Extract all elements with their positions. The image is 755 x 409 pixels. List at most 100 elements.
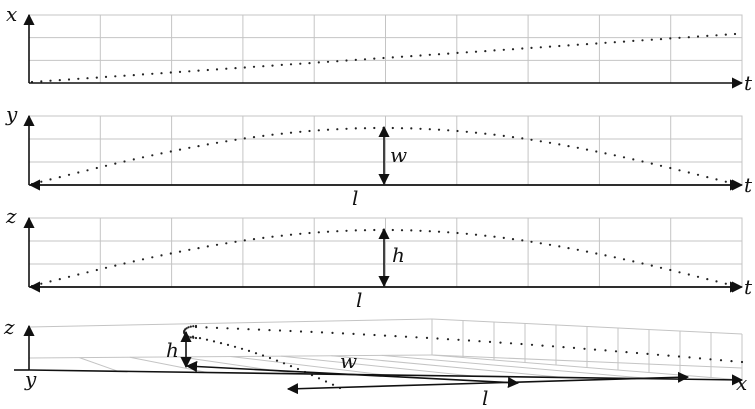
trajectory-dot [678, 169, 681, 172]
trajectory-dot-3d [509, 342, 513, 345]
trajectory-dot [206, 245, 209, 248]
trajectory-dot [715, 280, 718, 283]
trajectory-dot-3d [446, 338, 450, 341]
trajectory-dot-3d [719, 359, 723, 362]
trajectory-dot [669, 37, 672, 40]
trajectory-dot [151, 154, 154, 157]
trajectory-dot-3d [740, 360, 744, 364]
trajectory-dot-3d [383, 334, 387, 337]
floor-right-line [431, 354, 743, 369]
trajectory-dot [345, 229, 348, 232]
trajectory-dot [585, 148, 589, 151]
trajectory-dot [308, 129, 311, 133]
trajectory-dot [456, 51, 459, 55]
trajectory-dot-3d [212, 340, 216, 343]
trajectory-dot-3d [320, 331, 324, 334]
trajectory-dot [622, 156, 626, 159]
trajectory-dot [715, 178, 718, 181]
trajectory-dot [410, 127, 413, 130]
trajectory-dot [178, 148, 182, 151]
trajectory-dot [641, 262, 644, 265]
trajectory-dot [558, 44, 561, 48]
trajectory-dot [114, 162, 117, 165]
trajectory-dot-3d [275, 359, 279, 362]
trajectory-dot [687, 273, 690, 276]
trajectory-dot [502, 48, 505, 51]
trajectory-dot-3d [205, 326, 208, 329]
trajectory-dot [326, 230, 330, 233]
trajectory-dot [391, 126, 394, 130]
trajectory-dot [428, 230, 431, 233]
trajectory-dot [188, 248, 191, 251]
trajectory-dot [132, 74, 135, 77]
trajectory-dot [604, 41, 607, 44]
panel-grid [28, 14, 743, 84]
trajectory-dot [474, 131, 478, 134]
trajectory-dot [687, 36, 690, 39]
trajectory-dot-3d [562, 346, 565, 349]
trajectory-dot [576, 146, 579, 149]
trajectory-dot [104, 75, 108, 78]
trajectory-dot [197, 247, 200, 250]
trajectory-dot [733, 32, 737, 36]
trajectory-dot [197, 69, 200, 72]
trajectory-dot [595, 42, 598, 45]
trajectory-dot [77, 273, 80, 276]
trajectory-dot [632, 158, 635, 161]
trajectory-dot [724, 282, 727, 285]
trajectory-dot-3d [488, 340, 492, 343]
trajectory-dot [225, 67, 228, 70]
trajectory-dot [336, 128, 339, 131]
trajectory-dot [715, 34, 718, 37]
trajectory-dot [354, 229, 357, 232]
trajectory-dot-3d [261, 354, 265, 357]
trajectory-dot [160, 72, 163, 75]
trajectory-dot [280, 63, 283, 66]
trajectory-dot [706, 176, 709, 179]
trajectory-dot [317, 231, 320, 234]
t-axis-label: t [744, 275, 753, 299]
trajectory-dot [604, 152, 607, 155]
trajectory-dot [650, 264, 653, 267]
trajectory-dot-3d [352, 332, 355, 335]
trajectory-dot [262, 236, 265, 239]
trajectory-dot-3d [709, 358, 712, 361]
trajectory-dot [613, 256, 616, 259]
trajectory-dot [373, 57, 376, 60]
trajectory-dot-3d [583, 347, 586, 350]
trajectory-dot [86, 169, 89, 172]
trajectory-dot [58, 278, 61, 281]
trajectory-dot [548, 141, 552, 144]
trajectory-dot [345, 127, 348, 130]
trajectory-dot-3d [240, 347, 244, 350]
trajectory-dot [632, 39, 635, 43]
trajectory-dot [724, 180, 727, 183]
trajectory-dot [95, 76, 98, 79]
trajectory-dot [391, 228, 394, 232]
trajectory-dot [114, 264, 117, 267]
trajectory-dot [86, 77, 89, 80]
trajectory-dot-3d [194, 324, 198, 328]
trajectory-dot [234, 138, 237, 141]
x-axis-label: x [6, 2, 17, 26]
trajectory-dot [678, 36, 681, 39]
trajectory-dot-3d [331, 331, 334, 334]
trajectory-dot-3d [278, 329, 282, 332]
trajectory-dot [252, 136, 256, 139]
trajectory-dot-3d [467, 339, 471, 342]
trajectory-dot [548, 45, 552, 48]
trajectory-dot [511, 48, 515, 51]
trajectory-dot [336, 230, 339, 233]
trajectory-dot [493, 49, 496, 52]
trajectory-dot-3d [551, 345, 555, 348]
trajectory-dot [49, 79, 52, 82]
trajectory-dot-3d [635, 351, 639, 355]
trajectory-dot [123, 160, 126, 163]
trajectory-dot [484, 234, 487, 237]
trajectory-dot-3d [257, 328, 261, 331]
trajectory-dot [484, 132, 487, 135]
trajectory-dot-3d [698, 357, 702, 360]
x-axis-label-3d: x [736, 371, 747, 395]
trajectory-dot-3d [530, 343, 534, 346]
trajectory-dot [632, 260, 635, 263]
